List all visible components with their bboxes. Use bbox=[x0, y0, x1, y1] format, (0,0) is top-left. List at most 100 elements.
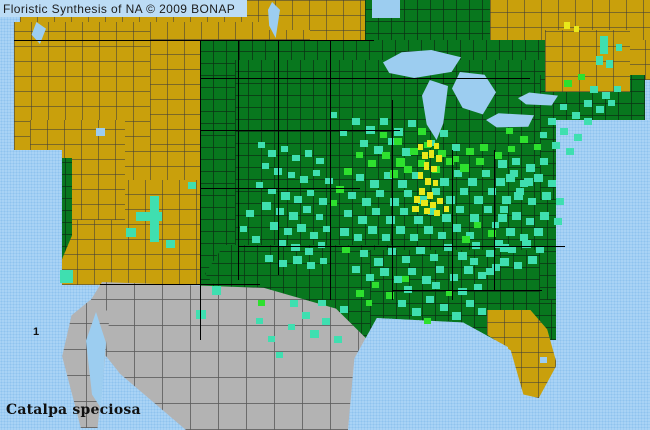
county-marker bbox=[506, 128, 513, 134]
county-marker bbox=[534, 144, 541, 150]
county-marker bbox=[291, 244, 300, 251]
county-marker bbox=[297, 224, 306, 232]
county-marker bbox=[325, 178, 333, 184]
county-marker bbox=[402, 276, 409, 282]
county-marker-native bbox=[574, 26, 579, 32]
lake-okeechobee bbox=[540, 357, 547, 363]
county-marker bbox=[540, 212, 549, 220]
county-marker bbox=[262, 163, 269, 169]
county-marker bbox=[440, 130, 448, 137]
county-marker bbox=[494, 240, 503, 248]
county-marker bbox=[240, 226, 247, 232]
county-marker bbox=[486, 250, 494, 257]
county-marker-native bbox=[429, 150, 434, 158]
county-marker bbox=[410, 234, 418, 241]
county-marker bbox=[212, 286, 221, 295]
county-marker bbox=[548, 180, 556, 187]
county-marker bbox=[454, 170, 462, 177]
county-marker bbox=[382, 152, 390, 159]
county-marker-native bbox=[430, 202, 436, 208]
county-marker bbox=[566, 148, 574, 155]
county-marker bbox=[316, 158, 324, 164]
county-marker bbox=[318, 300, 326, 306]
county-marker-native bbox=[418, 144, 423, 150]
northern-new-england-absent bbox=[545, 30, 630, 92]
county-marker bbox=[370, 180, 379, 188]
county-marker bbox=[600, 36, 608, 54]
county-marker bbox=[542, 192, 551, 200]
county-marker bbox=[496, 178, 505, 186]
county-marker bbox=[348, 192, 356, 199]
county-marker bbox=[310, 330, 319, 338]
county-marker bbox=[270, 222, 279, 230]
state-boundary bbox=[200, 40, 201, 340]
county-marker bbox=[508, 146, 515, 152]
county-marker bbox=[318, 242, 325, 248]
county-marker bbox=[252, 236, 260, 243]
county-marker bbox=[356, 152, 363, 158]
county-marker bbox=[404, 166, 412, 173]
county-marker bbox=[290, 300, 298, 307]
county-marker bbox=[456, 206, 464, 213]
county-marker bbox=[426, 296, 434, 303]
county-marker bbox=[572, 112, 580, 119]
county-marker bbox=[578, 74, 585, 80]
county-marker bbox=[428, 208, 436, 215]
county-marker bbox=[278, 240, 286, 247]
county-marker bbox=[340, 306, 348, 313]
county-marker bbox=[258, 142, 265, 148]
county-marker bbox=[402, 148, 411, 156]
county-marker bbox=[430, 254, 438, 261]
county-marker bbox=[516, 188, 524, 195]
county-marker bbox=[366, 274, 374, 281]
county-marker bbox=[438, 150, 446, 157]
county-marker bbox=[616, 44, 622, 51]
county-marker bbox=[602, 92, 610, 99]
county-marker bbox=[396, 226, 405, 234]
county-marker bbox=[256, 182, 263, 189]
national-boundary-canada bbox=[14, 40, 374, 41]
lake-erie bbox=[486, 113, 534, 128]
county-marker bbox=[292, 155, 300, 161]
county-marker-native bbox=[425, 178, 431, 185]
county-marker bbox=[466, 300, 474, 307]
county-marker bbox=[614, 86, 621, 92]
state-boundary bbox=[330, 40, 331, 300]
gulf-of-california bbox=[86, 312, 106, 408]
county-marker bbox=[258, 300, 265, 306]
county-marker bbox=[446, 196, 455, 204]
county-marker bbox=[460, 188, 468, 195]
state-boundary bbox=[392, 100, 393, 300]
county-marker bbox=[500, 244, 509, 252]
county-marker bbox=[356, 290, 364, 297]
county-marker bbox=[344, 210, 352, 217]
county-marker bbox=[372, 282, 379, 288]
county-marker bbox=[256, 318, 263, 324]
county-marker bbox=[442, 214, 451, 222]
county-marker bbox=[330, 200, 337, 206]
county-marker bbox=[590, 86, 598, 93]
state-boundary bbox=[278, 40, 279, 275]
county-marker bbox=[281, 146, 288, 152]
county-marker bbox=[474, 196, 483, 204]
map-title-band: Floristic Synthesis of NA © 2009 BONAP bbox=[0, 0, 247, 17]
county-marker bbox=[458, 288, 467, 295]
species-name-caption: Catalpa speciosa bbox=[6, 402, 141, 418]
county-marker bbox=[394, 276, 402, 283]
county-marker bbox=[310, 232, 318, 239]
county-marker bbox=[404, 286, 412, 293]
county-marker bbox=[294, 196, 302, 203]
county-marker bbox=[556, 198, 564, 205]
county-marker bbox=[400, 208, 408, 215]
county-marker-native bbox=[436, 155, 442, 162]
county-marker bbox=[520, 234, 528, 241]
county-marker bbox=[323, 226, 330, 232]
county-marker bbox=[596, 56, 603, 65]
county-marker bbox=[268, 336, 275, 342]
pacific-ocean-west bbox=[0, 150, 62, 430]
county-marker bbox=[380, 132, 387, 138]
county-marker bbox=[528, 198, 536, 205]
county-marker bbox=[196, 310, 206, 319]
county-marker bbox=[380, 268, 389, 276]
national-boundary-mexico bbox=[100, 284, 260, 285]
